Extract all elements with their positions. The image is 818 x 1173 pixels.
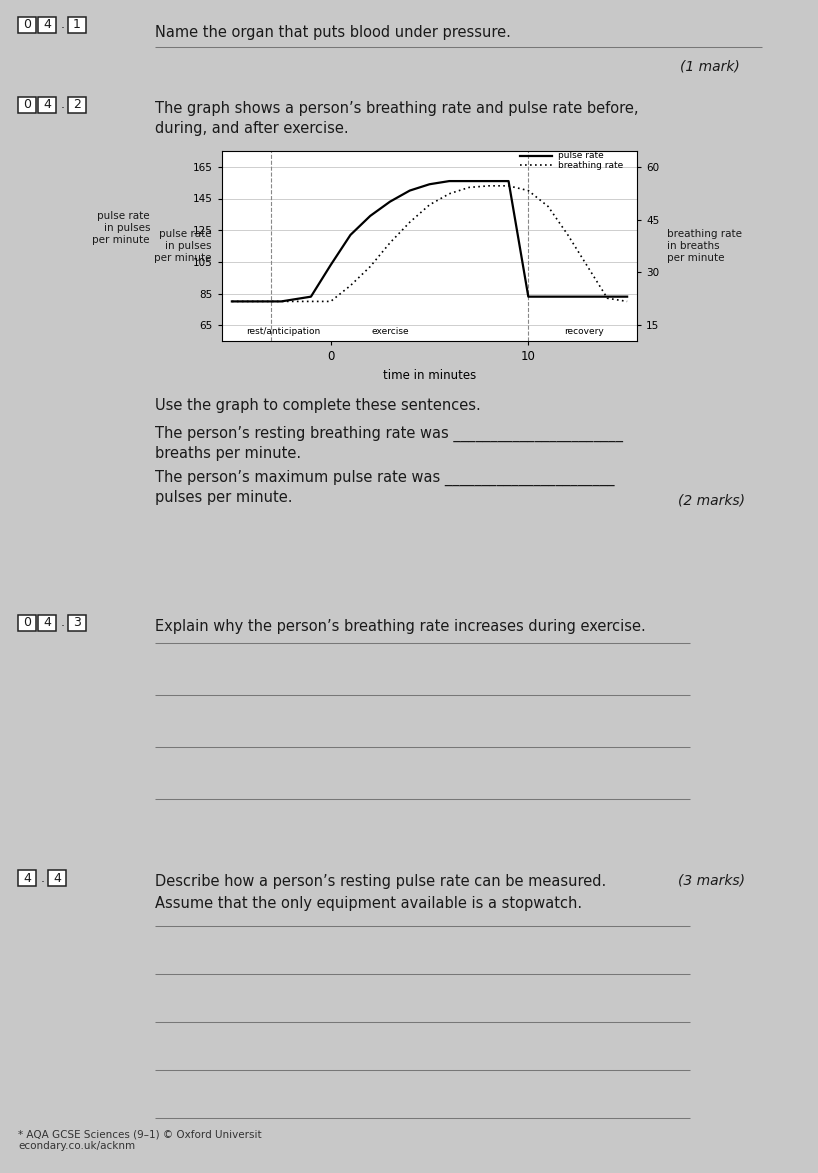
Text: breathing rate: breathing rate xyxy=(558,161,623,170)
Text: 2: 2 xyxy=(73,99,81,111)
Bar xyxy=(68,16,86,33)
Text: (1 mark): (1 mark) xyxy=(681,59,740,73)
Text: 4: 4 xyxy=(43,99,51,111)
X-axis label: time in minutes: time in minutes xyxy=(383,368,476,381)
Text: (2 marks): (2 marks) xyxy=(678,493,745,507)
Text: recovery: recovery xyxy=(564,327,604,337)
Text: breathing rate
in breaths
per minute: breathing rate in breaths per minute xyxy=(667,230,742,263)
Text: exercise: exercise xyxy=(371,327,409,337)
Text: 0: 0 xyxy=(23,99,31,111)
Text: Explain why the person’s breathing rate increases during exercise.: Explain why the person’s breathing rate … xyxy=(155,619,645,633)
Text: .: . xyxy=(61,99,65,111)
Bar xyxy=(38,615,56,631)
Text: The person’s resting breathing rate was _______________________: The person’s resting breathing rate was … xyxy=(155,426,623,442)
Text: .: . xyxy=(61,617,65,630)
Text: The graph shows a person’s breathing rate and pulse rate before,: The graph shows a person’s breathing rat… xyxy=(155,101,639,116)
Text: pulse rate
in pulses
per minute: pulse rate in pulses per minute xyxy=(155,230,212,263)
Text: pulses per minute.: pulses per minute. xyxy=(155,490,293,506)
Text: 4: 4 xyxy=(23,872,31,884)
Text: rest/anticipation: rest/anticipation xyxy=(245,327,320,337)
Bar xyxy=(68,97,86,113)
Text: Assume that the only equipment available is a stopwatch.: Assume that the only equipment available… xyxy=(155,896,582,911)
Text: 0: 0 xyxy=(23,19,31,32)
Text: pulse rate
in pulses
per minute: pulse rate in pulses per minute xyxy=(92,211,150,245)
Text: (3 marks): (3 marks) xyxy=(678,874,745,888)
Text: The person’s maximum pulse rate was _______________________: The person’s maximum pulse rate was ____… xyxy=(155,470,614,486)
Bar xyxy=(18,615,36,631)
Text: Use the graph to complete these sentences.: Use the graph to complete these sentence… xyxy=(155,398,481,413)
Text: 0: 0 xyxy=(23,617,31,630)
Text: 4: 4 xyxy=(43,617,51,630)
Text: pulse rate: pulse rate xyxy=(558,151,604,161)
Bar xyxy=(38,16,56,33)
Text: 1: 1 xyxy=(73,19,81,32)
Text: 4: 4 xyxy=(53,872,61,884)
Text: .: . xyxy=(61,19,65,32)
Text: 3: 3 xyxy=(73,617,81,630)
Text: .: . xyxy=(41,872,45,884)
Text: during, and after exercise.: during, and after exercise. xyxy=(155,121,348,136)
Bar xyxy=(68,615,86,631)
Bar xyxy=(48,870,66,886)
Text: breaths per minute.: breaths per minute. xyxy=(155,446,301,461)
Text: Name the organ that puts blood under pressure.: Name the organ that puts blood under pre… xyxy=(155,25,511,40)
Text: 4: 4 xyxy=(43,19,51,32)
Bar xyxy=(38,97,56,113)
Bar xyxy=(18,16,36,33)
Bar xyxy=(18,97,36,113)
Text: * AQA GCSE Sciences (9–1) © Oxford Universit
econdary.co.uk/acknm: * AQA GCSE Sciences (9–1) © Oxford Unive… xyxy=(18,1130,262,1151)
Bar xyxy=(18,870,36,886)
Text: Describe how a person’s resting pulse rate can be measured.: Describe how a person’s resting pulse ra… xyxy=(155,874,606,889)
